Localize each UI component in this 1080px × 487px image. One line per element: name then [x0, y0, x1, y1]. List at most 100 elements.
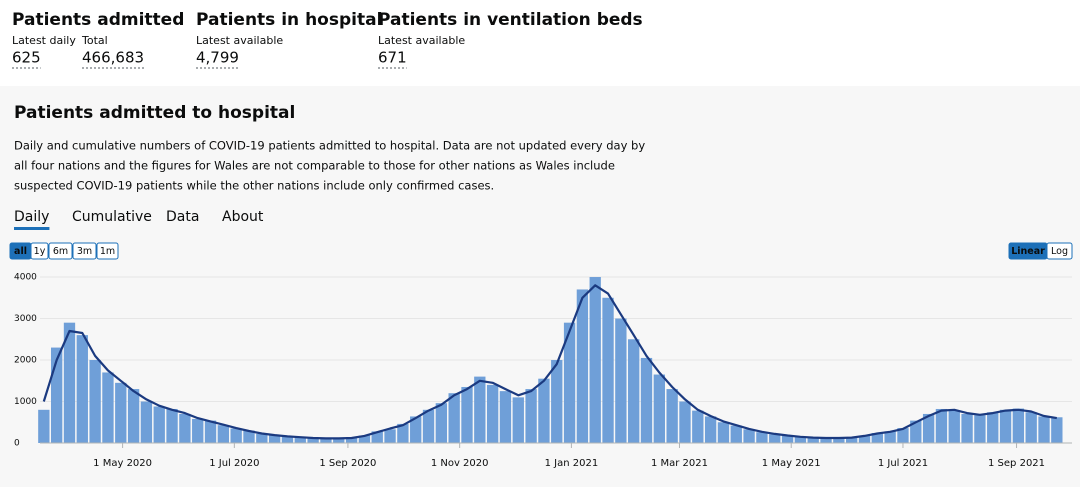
- bar: [422, 409, 435, 443]
- bar: [140, 401, 153, 443]
- range-button[interactable]: [30, 242, 49, 260]
- metric-label: Total: [81, 34, 108, 47]
- bar: [461, 386, 473, 443]
- bar: [987, 412, 999, 443]
- bar: [858, 435, 871, 443]
- range-label[interactable]: all: [14, 246, 27, 257]
- bar: [589, 277, 601, 443]
- x-tick-label: 1 Jul 2020: [209, 458, 259, 469]
- metric-label: Latest daily: [12, 34, 76, 47]
- bar: [397, 423, 409, 443]
- bar: [820, 438, 832, 443]
- tab[interactable]: Cumulative: [72, 209, 152, 225]
- metric-title: Patients admitted: [12, 10, 184, 30]
- bar: [512, 397, 524, 443]
- bar: [320, 438, 332, 443]
- bar: [307, 438, 319, 443]
- metric-value[interactable]: 4,799: [196, 49, 239, 67]
- bar: [230, 428, 242, 443]
- metric-title: Patients in hospital: [196, 10, 382, 30]
- bar: [89, 360, 101, 443]
- bar: [717, 422, 730, 443]
- bar: [268, 434, 281, 443]
- metric-value[interactable]: 625: [12, 49, 41, 67]
- bar: [833, 438, 845, 443]
- bar: [666, 389, 678, 443]
- bar: [679, 401, 691, 443]
- y-tick-label: 0: [14, 439, 20, 449]
- bar: [204, 420, 217, 443]
- tab[interactable]: Data: [166, 209, 199, 225]
- bar: [38, 409, 50, 443]
- bar: [1051, 417, 1063, 443]
- range-button[interactable]: [96, 242, 119, 260]
- bar: [1025, 412, 1037, 443]
- bar: [935, 408, 948, 443]
- bar: [846, 437, 858, 443]
- bar: [525, 389, 537, 443]
- description-line: all four nations and the figures for Wal…: [14, 159, 615, 173]
- average-line: [42, 284, 1057, 440]
- bar: [897, 428, 909, 443]
- description-line: Daily and cumulative numbers of COVID-19…: [14, 139, 645, 153]
- bar: [281, 436, 294, 443]
- bar: [692, 410, 704, 443]
- bar: [127, 389, 140, 443]
- x-tick-label: 1 Jan 2021: [545, 458, 599, 469]
- metric-label: Latest available: [378, 34, 465, 47]
- bar: [153, 406, 165, 443]
- tab[interactable]: Daily: [14, 209, 49, 225]
- range-label[interactable]: 6m: [53, 246, 68, 257]
- bar: [769, 434, 781, 443]
- scale-label[interactable]: Log: [1051, 246, 1068, 257]
- bar: [499, 391, 512, 443]
- metric-value[interactable]: 466,683: [82, 49, 144, 67]
- bar: [486, 384, 499, 443]
- card-title: Patients admitted to hospital: [14, 103, 295, 123]
- header-bg: [0, 0, 1080, 86]
- bar: [166, 408, 178, 443]
- bar: [63, 322, 76, 443]
- range-label[interactable]: 1y: [34, 246, 46, 257]
- bar: [538, 378, 550, 443]
- metric-title: Patients in ventilation beds: [378, 10, 643, 30]
- bar: [192, 418, 204, 443]
- bar: [115, 382, 127, 443]
- bar: [102, 372, 114, 443]
- bar: [794, 436, 807, 443]
- bar: [217, 425, 230, 443]
- scale-button[interactable]: [1046, 242, 1073, 260]
- y-tick-label: 3000: [14, 314, 37, 324]
- bar: [435, 403, 448, 443]
- bar: [333, 438, 345, 443]
- bar: [1038, 416, 1050, 443]
- bar: [743, 429, 755, 443]
- tab[interactable]: About: [222, 209, 264, 225]
- range-button[interactable]: [48, 242, 73, 260]
- bar: [243, 430, 255, 443]
- bar: [50, 347, 63, 443]
- bar: [358, 435, 371, 443]
- bar: [640, 357, 653, 443]
- bar: [974, 415, 986, 443]
- bar: [179, 413, 191, 443]
- bar: [922, 413, 935, 443]
- x-tick-label: 1 Nov 2020: [431, 458, 489, 469]
- bar: [448, 393, 460, 443]
- metric-value[interactable]: 671: [378, 49, 407, 67]
- range-button[interactable]: [72, 242, 97, 260]
- y-tick-label: 1000: [14, 397, 37, 407]
- x-tick-label: 1 May 2021: [762, 458, 821, 469]
- x-tick-label: 1 Sep 2021: [988, 458, 1045, 469]
- bar: [756, 432, 768, 443]
- bar: [551, 360, 563, 443]
- range-label[interactable]: 1m: [100, 246, 115, 257]
- range-label[interactable]: 3m: [77, 246, 92, 257]
- bar: [628, 339, 640, 443]
- bar: [999, 409, 1012, 443]
- bar: [704, 416, 717, 443]
- bar: [910, 420, 922, 443]
- bar: [871, 433, 883, 443]
- y-tick-label: 4000: [14, 273, 37, 283]
- scale-label[interactable]: Linear: [1011, 246, 1045, 257]
